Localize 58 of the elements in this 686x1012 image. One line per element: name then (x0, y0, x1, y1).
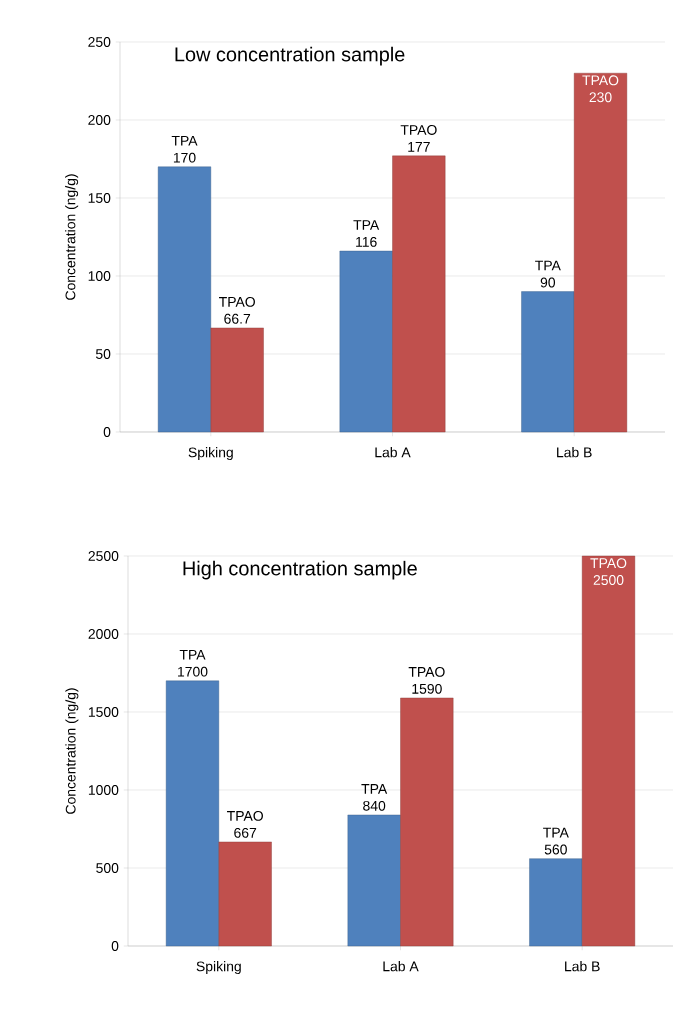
series-label: TPAO (590, 558, 627, 569)
data-label: 90 (540, 277, 556, 288)
data-label: 116 (356, 236, 377, 247)
bar (347, 814, 401, 947)
x-tick-label: Spiking (188, 447, 233, 461)
y-tick-label: 0 (103, 427, 111, 437)
text: TPA (543, 827, 569, 838)
x-tick-label: Lab B (557, 447, 592, 458)
y-axis-title: Concentration (ng/g) (65, 174, 79, 300)
x-tick-label: Lab B (565, 961, 600, 972)
y-tick-label: 500 (96, 863, 119, 873)
data-label: 667 (234, 827, 257, 838)
series-label: TPAO (582, 75, 619, 86)
y-tick-label: 150 (88, 193, 111, 203)
text: TPA (361, 784, 388, 794)
y-tick-label: 200 (88, 115, 111, 125)
y-tick-label: 100 (88, 271, 111, 281)
y-tick-label: 1000 (88, 785, 119, 795)
y-tick-label: 50 (95, 349, 111, 359)
y-axis-title: Concentration (ng/g) (65, 688, 79, 814)
bar (581, 555, 636, 947)
bar (521, 291, 575, 433)
bar (573, 72, 628, 433)
chart-title: Low concentration sample (175, 46, 405, 66)
bar (210, 327, 264, 433)
x-tick-label: Spiking (196, 961, 241, 975)
text: TPA (353, 220, 380, 230)
text: TPAO (400, 125, 437, 135)
y-tick-label: 250 (88, 37, 111, 47)
text: TPAO (219, 296, 255, 307)
y-tick-label: 1500 (88, 707, 119, 717)
data-label: 560 (544, 844, 567, 855)
series-label: TPA (171, 135, 198, 146)
x-tick-label: Lab A (383, 961, 419, 972)
data-label: 840 (363, 800, 386, 811)
data-label: 170 (173, 152, 196, 163)
chart-title: High concentration sample (183, 560, 417, 580)
text: TPA (535, 260, 561, 271)
bar (218, 841, 272, 947)
data-label: 1700 (178, 666, 208, 677)
data-label: 177 (408, 142, 430, 152)
data-label: 66.7 (224, 313, 251, 324)
text: TPAO (408, 666, 445, 677)
bar (529, 858, 583, 947)
bar (392, 155, 446, 433)
bar (165, 680, 220, 947)
bar (339, 250, 393, 433)
y-tick-label: 2500 (88, 551, 119, 561)
bar (157, 166, 212, 433)
y-tick-label: 2000 (88, 629, 119, 639)
text: TPAO (227, 810, 263, 821)
data-label: 230 (589, 92, 612, 103)
x-tick-label: Lab A (375, 447, 411, 458)
bar (400, 697, 454, 947)
data-label: 2500 (593, 575, 624, 585)
series-label: TPA (179, 649, 206, 660)
y-tick-label: 0 (111, 941, 119, 951)
data-label: 1590 (412, 683, 442, 694)
